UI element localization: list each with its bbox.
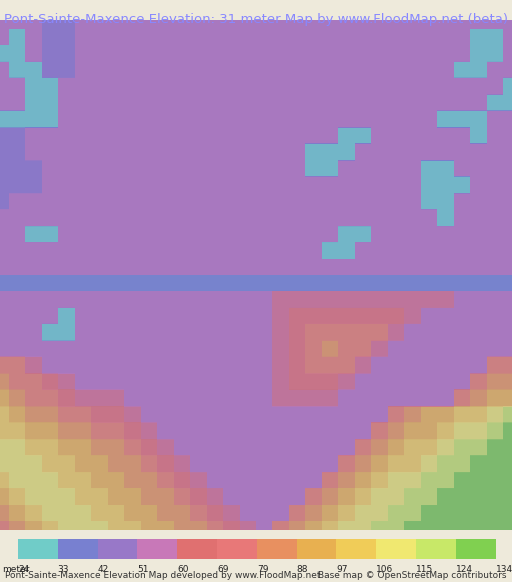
Text: 134: 134: [496, 565, 512, 574]
Text: meter: meter: [3, 565, 30, 574]
Text: 33: 33: [58, 565, 69, 574]
Text: 115: 115: [416, 565, 433, 574]
Text: Pont-Sainte-Maxence Elevation Map developed by www.FloodMap.net: Pont-Sainte-Maxence Elevation Map develo…: [5, 572, 321, 580]
Text: Pont-Sainte-Maxence Elevation: 31 meter Map by www.FloodMap.net (beta): Pont-Sainte-Maxence Elevation: 31 meter …: [4, 13, 508, 26]
Text: Base map © OpenStreetMap contributors: Base map © OpenStreetMap contributors: [318, 572, 507, 580]
Text: 124: 124: [456, 565, 473, 574]
Text: 106: 106: [376, 565, 393, 574]
Text: 42: 42: [97, 565, 109, 574]
Text: 88: 88: [296, 565, 308, 574]
Text: 97: 97: [336, 565, 348, 574]
Text: 24: 24: [18, 565, 29, 574]
Text: 60: 60: [177, 565, 188, 574]
Text: 79: 79: [257, 565, 268, 574]
Text: 51: 51: [137, 565, 149, 574]
Text: 69: 69: [217, 565, 228, 574]
